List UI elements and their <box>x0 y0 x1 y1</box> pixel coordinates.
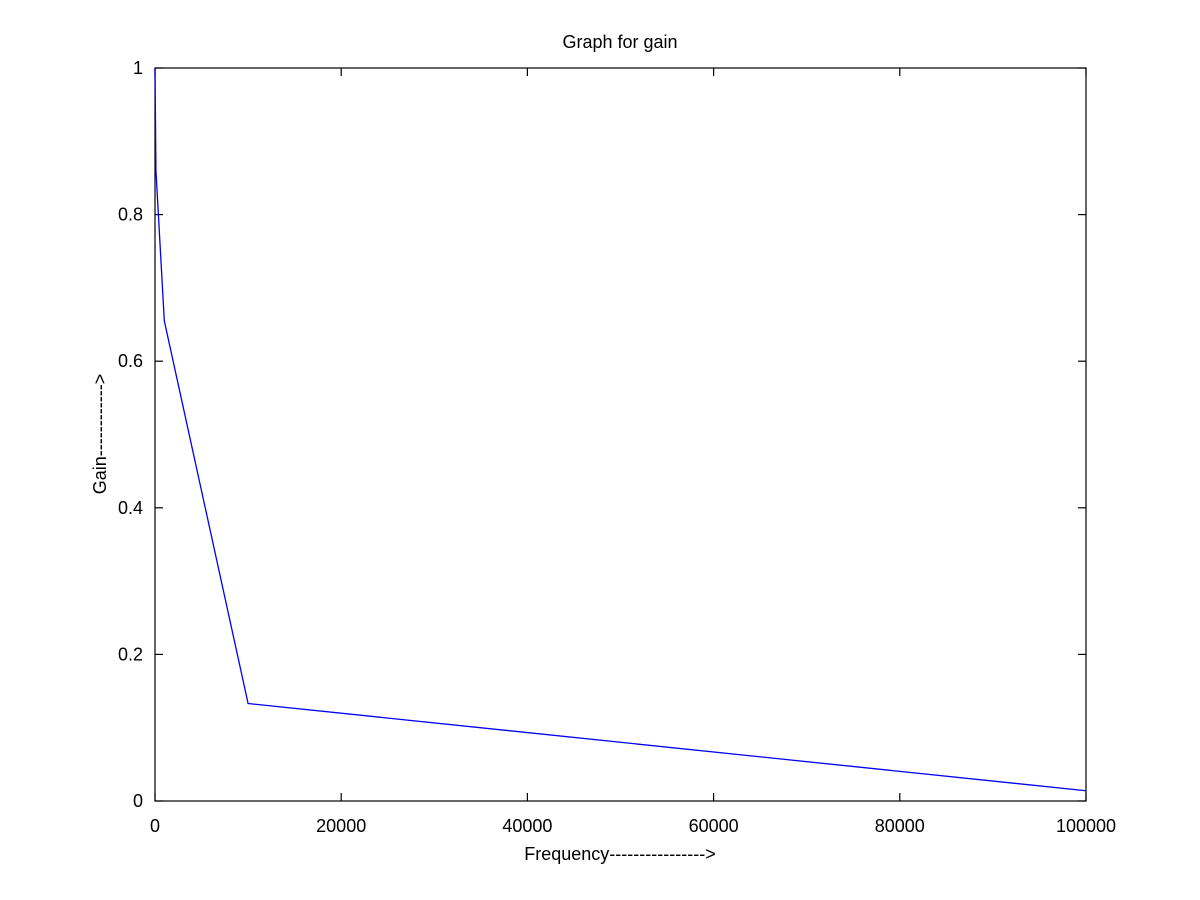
x-tick-label: 20000 <box>316 816 366 836</box>
y-ticks: 0 0.2 0.4 0.6 0.8 1 <box>118 58 1086 811</box>
y-tick-label: 0 <box>133 791 143 811</box>
x-tick-label: 0 <box>150 816 160 836</box>
chart-title: Graph for gain <box>562 32 677 52</box>
x-tick-label: 80000 <box>875 816 925 836</box>
series-line <box>154 67 1087 792</box>
plot-frame <box>154 67 1087 802</box>
y-tick-label: 0.8 <box>118 205 143 225</box>
x-tick-label: 60000 <box>689 816 739 836</box>
y-axis-label: Gain------------> <box>90 374 110 494</box>
x-axis-label: Frequency----------------> <box>524 844 715 864</box>
x-tick-label: 100000 <box>1056 816 1116 836</box>
y-tick-label: 0.6 <box>118 351 143 371</box>
y-tick-label: 0.4 <box>118 498 143 518</box>
y-tick-label: 0.2 <box>118 644 143 664</box>
y-tick-label: 1 <box>133 58 143 78</box>
x-ticks: 0 20000 40000 60000 80000 100000 <box>150 68 1116 836</box>
x-tick-label: 40000 <box>502 816 552 836</box>
